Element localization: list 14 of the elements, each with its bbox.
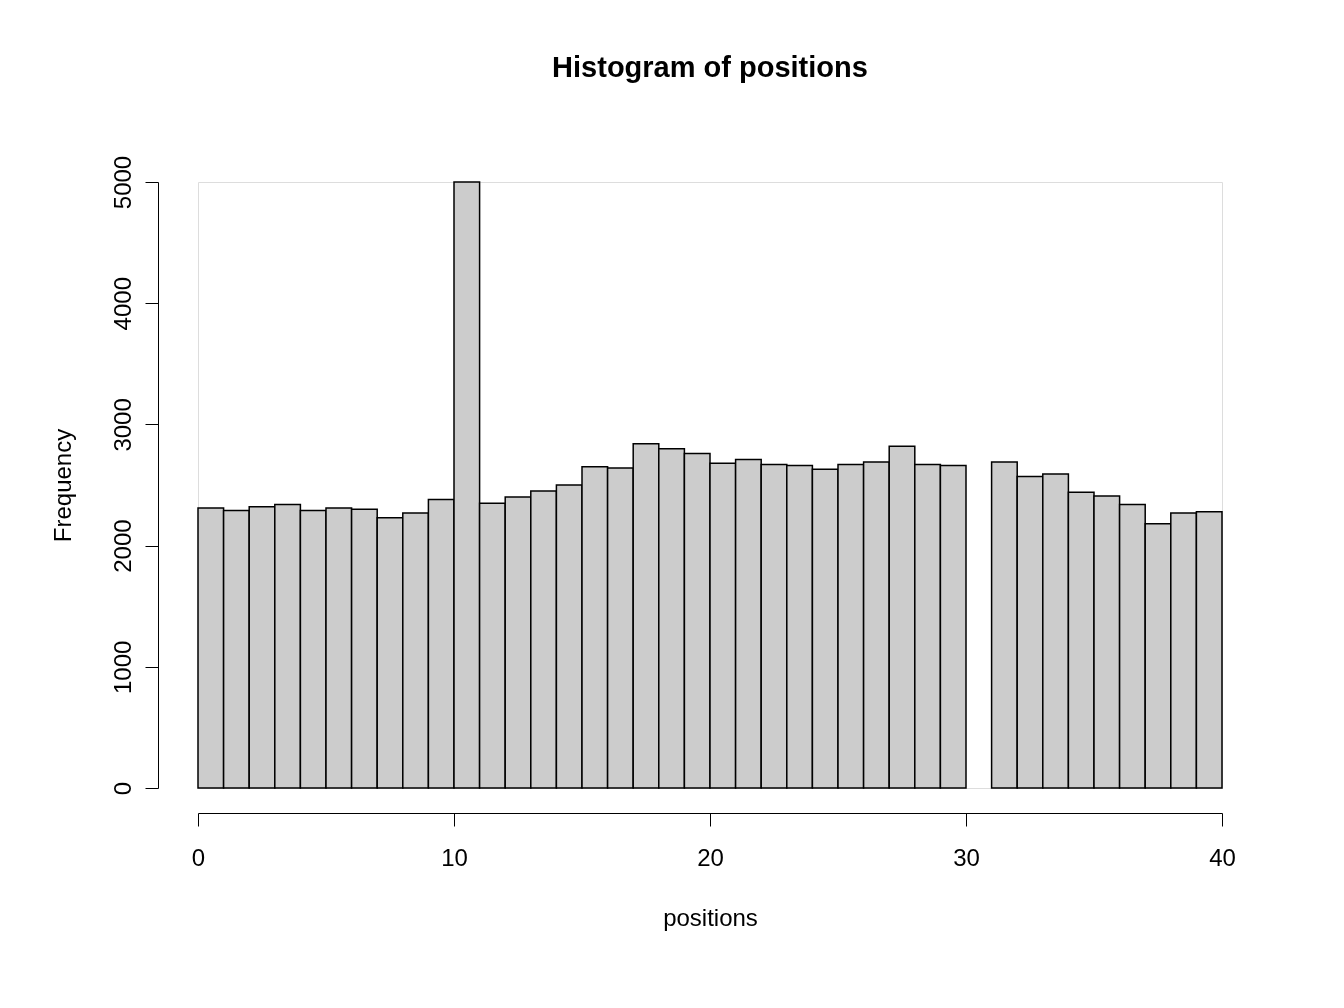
x-axis-title: positions — [663, 903, 758, 931]
y-tick-label: 0 — [108, 781, 136, 796]
y-tick-label: 3000 — [108, 398, 136, 452]
x-tick-label: 10 — [441, 843, 468, 871]
x-tick-label: 30 — [953, 843, 980, 871]
y-axis-title: Frequency — [48, 428, 76, 543]
chart-title: Histogram of positions — [552, 51, 868, 84]
y-tick-label: 5000 — [108, 155, 136, 210]
x-tick-label: 20 — [697, 843, 724, 871]
x-tick-label: 0 — [191, 843, 206, 871]
y-tick-label: 4000 — [108, 277, 136, 331]
y-tick-label: 2000 — [108, 519, 136, 573]
x-tick-label: 40 — [1209, 843, 1236, 871]
y-tick-label: 1000 — [108, 640, 136, 694]
